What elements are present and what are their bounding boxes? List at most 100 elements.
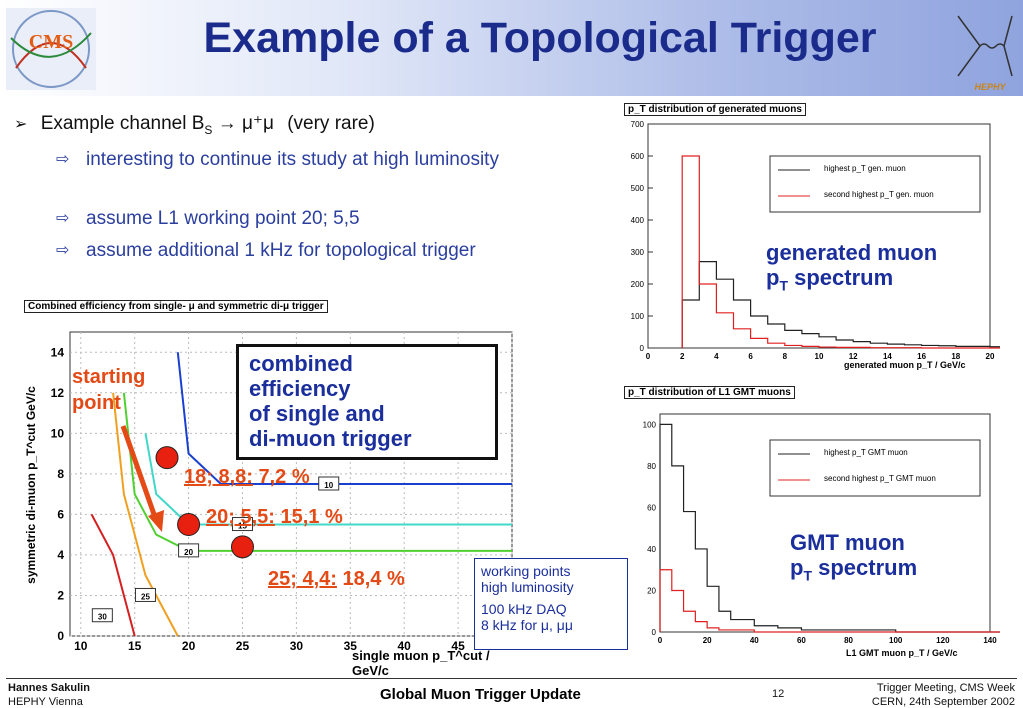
x-tick-label: 4 [714, 352, 719, 361]
legend-top-2: second highest p_T gen. muon [824, 190, 934, 199]
cms-logo-text: CMS [29, 31, 73, 53]
header-banner [0, 0, 1023, 96]
contour-label: 20 [184, 548, 193, 557]
caption-spectrum: spectrum [812, 555, 918, 580]
bullet-suffix: (very rare) [287, 113, 375, 134]
x-tick-label: 60 [797, 636, 806, 645]
x-tick-label: 10 [815, 352, 824, 361]
x-tick-label: 18 [951, 352, 960, 361]
bullet-arrow-icon: ➢ [14, 116, 28, 133]
y-tick-label: 600 [631, 152, 645, 161]
main-bullet: ➢ Example channel BS → μ⁺μ (very rare) [14, 112, 375, 137]
caption-line1: GMT muon [790, 530, 905, 555]
sub-bullet-3: ⇨ assume additional 1 kHz for topologica… [56, 240, 476, 262]
y-tick-label: 40 [647, 545, 656, 554]
footer-date: CERN, 24th September 2002 [871, 696, 1015, 708]
generated-caption: generated muon pT spectrum [766, 240, 937, 298]
sub-bullet-text: assume additional 1 kHz for topological … [86, 240, 476, 261]
info-line: 8 kHz for μ, μμ [481, 617, 573, 633]
y-axis-label-wrap: symmetric di-muon p_T^cut GeV/c [16, 338, 46, 638]
y-tick-label: 12 [51, 386, 65, 400]
x-tick-label: 35 [344, 639, 358, 653]
legend-top-1: highest p_T gen. muon [824, 164, 906, 173]
y-tick-label: 4 [57, 548, 64, 562]
y-tick-label: 14 [51, 345, 65, 359]
y-tick-label: 80 [647, 462, 656, 471]
working-point-marker [230, 535, 254, 559]
caption-sub: T [779, 277, 789, 294]
x-tick-label: 20 [182, 639, 196, 653]
y-tick-label: 500 [631, 184, 645, 193]
y-tick-label: 10 [51, 426, 65, 440]
y-tick-label: 200 [631, 280, 645, 289]
x-axis-label: generated muon p_T / GeV/c [844, 360, 966, 370]
chart-title: p_T distribution of L1 GMT muons [624, 386, 795, 399]
y-tick-label: 300 [631, 248, 645, 257]
working-points-info: working points high luminosity 100 kHz D… [474, 558, 628, 650]
info-line: 100 kHz DAQ [481, 601, 567, 617]
bullet-sub: S [204, 122, 213, 137]
contour-label-box [178, 543, 200, 558]
x-tick-label: 10 [74, 639, 88, 653]
legend-bot-1: highest p_T GMT muon [824, 448, 908, 457]
contour-label: 25 [141, 592, 150, 601]
contour-15 [144, 433, 512, 526]
series-line-2 [659, 569, 1000, 633]
x-tick-label: 80 [844, 636, 853, 645]
hollow-arrow-icon: ⇨ [56, 242, 70, 259]
x-axis-label: L1 GMT muon p_T / GeV/c [846, 648, 958, 658]
contour-label-box [318, 476, 340, 491]
y-tick-label: 60 [647, 503, 656, 512]
y-tick-label: 0 [57, 629, 64, 643]
footer-divider [6, 678, 1017, 679]
x-tick-label: 120 [936, 636, 950, 645]
x-tick-label: 40 [398, 639, 412, 653]
chart-title: Combined efficiency from single- μ and s… [24, 300, 328, 313]
contour-label-box [231, 517, 253, 532]
x-tick-label: 6 [748, 352, 753, 361]
starting-text: starting [72, 366, 146, 388]
y-tick-label: 100 [631, 312, 645, 321]
footer-institute: HEPHY Vienna [8, 696, 83, 708]
contour-label: 10 [324, 481, 333, 490]
caption-sub: T [803, 567, 813, 584]
caption-p: p [766, 265, 780, 290]
page-title: Example of a Topological Trigger [203, 14, 877, 62]
caption-spectrum: spectrum [788, 265, 894, 290]
chart-gmt-svg: 100 80 60 40 20 00 20 40 60 80 100 120 140 [643, 413, 1000, 645]
x-tick-label: 14 [883, 352, 892, 361]
sub-bullet-text: interesting to continue its study at hig… [86, 149, 499, 170]
y-tick-label: 400 [631, 216, 645, 225]
x-tick-label: 0 [646, 352, 651, 361]
series-line-1 [659, 423, 1000, 633]
working-point-2: 20; 5,5: 15,1 % [206, 506, 343, 528]
working-point-3: 25; 4,4: 18,4 % [268, 568, 405, 590]
x-tick-label: 2 [680, 352, 685, 361]
box-line: of single and [249, 401, 385, 426]
x-tick-label: 8 [783, 352, 788, 361]
chart-generated-svg: 700 600 500 400 300 200 100 00 2 4 6 8 10 12 14 16 18 20 [631, 120, 1000, 361]
hephy-logo-text: HEPHY [974, 82, 1006, 92]
y-tick-label: 8 [57, 467, 64, 481]
x-tick-label: 0 [658, 636, 663, 645]
box-line: efficiency [249, 376, 351, 401]
contour-label: 15 [238, 522, 247, 531]
y-tick-label: 100 [643, 420, 657, 429]
sub-bullet-text: assume L1 working point 20; 5,5 [86, 208, 360, 229]
chart-gmt-muons: p_T distribution of L1 GMT muons 100 80 60… [600, 384, 1000, 666]
x-tick-label: 100 [889, 636, 903, 645]
x-tick-label: 140 [983, 636, 997, 645]
x-tick-label: 20 [986, 352, 995, 361]
x-tick-label: 40 [750, 636, 759, 645]
contour-label-box [91, 608, 113, 623]
caption-p: p [790, 555, 804, 580]
starting-point-label: starting point [72, 364, 145, 416]
footer-author: Hannes Sakulin [8, 682, 90, 694]
working-point-marker [155, 446, 179, 470]
x-tick-label: 16 [917, 352, 926, 361]
legend-bot-2: second highest p_T GMT muon [824, 474, 936, 483]
info-line: working points [481, 563, 571, 579]
x-axis-label: single muon p_T^cut / GeV/c [352, 648, 490, 678]
footer-page-number: 12 [772, 688, 785, 700]
x-tick-label: 30 [290, 639, 304, 653]
